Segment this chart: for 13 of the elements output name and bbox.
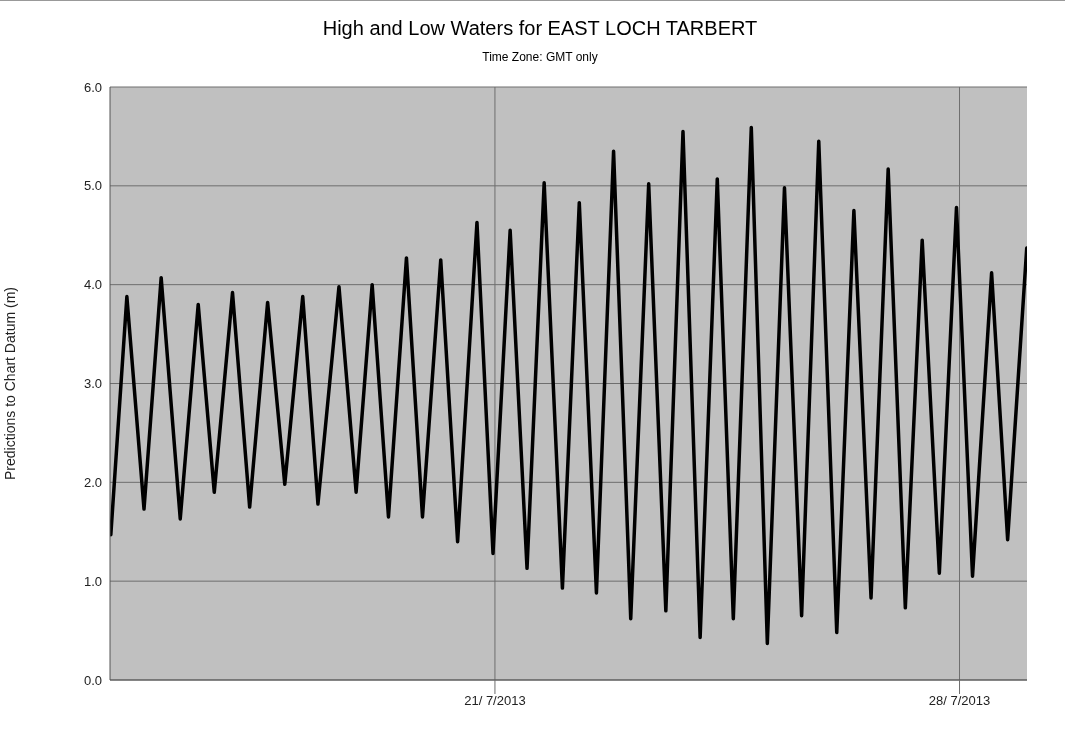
y-tick-label: 5.0 bbox=[83, 178, 102, 194]
y-tick-label: 2.0 bbox=[83, 474, 102, 490]
y-axis-title: Predictions to Chart Datum (m) bbox=[1, 287, 18, 480]
x-tick-label: 28/ 7/2013 bbox=[928, 693, 991, 709]
chart-title: High and Low Waters for EAST LOCH TARBERT bbox=[321, 17, 759, 40]
y-tick-label: 6.0 bbox=[83, 79, 102, 95]
line-series bbox=[110, 125, 1027, 646]
y-tick-label: 0.0 bbox=[83, 672, 102, 688]
chart-subtitle: Time Zone: GMT only bbox=[481, 50, 599, 64]
x-tick-label: 21/ 7/2013 bbox=[464, 693, 526, 709]
y-tick-label: 4.0 bbox=[83, 277, 102, 293]
y-tick-label: 3.0 bbox=[83, 376, 102, 392]
y-tick-label: 1.0 bbox=[83, 573, 102, 589]
